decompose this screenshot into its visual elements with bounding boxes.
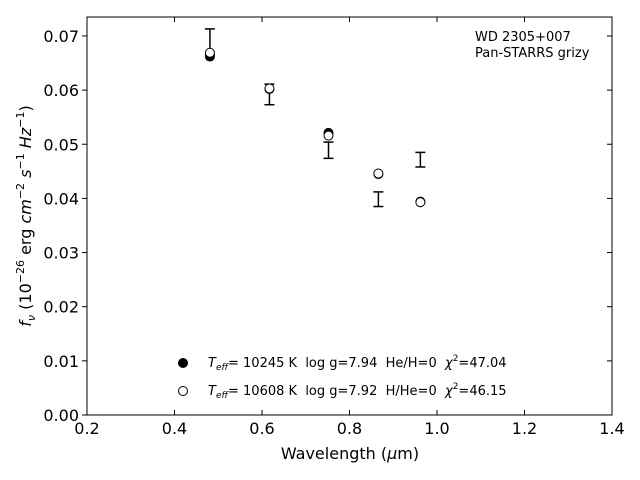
y-tick-label: 0.00 — [43, 406, 79, 425]
error-bar — [373, 191, 384, 208]
model-point-open — [323, 130, 334, 141]
x-tick-label: 0.8 — [337, 419, 362, 438]
y-tick-label: 0.07 — [43, 27, 79, 46]
model-point-open — [204, 47, 215, 58]
plot-layer — [204, 28, 426, 208]
x-tick-label: 1.2 — [512, 419, 537, 438]
x-tick-label: 0.6 — [249, 419, 274, 438]
legend-marker-open — [178, 386, 188, 396]
error-bar — [323, 141, 334, 160]
y-tick-label: 0.01 — [43, 352, 79, 371]
x-axis-label: Wavelength (μm) — [281, 444, 419, 463]
legend-marker-filled — [178, 358, 188, 368]
y-tick-label: 0.05 — [43, 135, 79, 154]
y-tick-label: 0.04 — [43, 189, 79, 208]
x-tick-label: 1.0 — [424, 419, 449, 438]
y-axis: 0.00 0.01 0.02 0.03 0.04 0.05 0.06 0.07 — [43, 27, 612, 425]
x-tick-label: 1.4 — [599, 419, 624, 438]
legend: Teff= 10245 K log g=7.94 He/H=0 χ2=47.04… — [178, 354, 507, 401]
model-point-open — [264, 83, 275, 94]
x-tick-label: 0.4 — [162, 419, 187, 438]
annotation-line-1: WD 2305+007 — [475, 30, 571, 45]
y-tick-label: 0.02 — [43, 298, 79, 317]
annotation-line-2: Pan-STARRS grizy — [475, 46, 590, 61]
x-axis: 0.2 0.4 0.6 0.8 1.0 1.2 1.4 — [74, 17, 625, 438]
model-point-open — [415, 197, 426, 208]
model-point-open — [373, 168, 384, 179]
y-tick-label: 0.03 — [43, 244, 79, 263]
x-tick-label: 0.2 — [74, 419, 99, 438]
y-axis-label: fν (10−26 erg cm−2 s−1 Hz−1) — [14, 105, 38, 326]
y-tick-label: 0.06 — [43, 81, 79, 100]
error-bar — [415, 151, 426, 168]
legend-entry-2: Teff= 10608 K log g=7.92 H/He=0 χ2=46.15 — [208, 382, 507, 401]
legend-entry-1: Teff= 10245 K log g=7.94 He/H=0 χ2=47.04 — [208, 354, 507, 373]
